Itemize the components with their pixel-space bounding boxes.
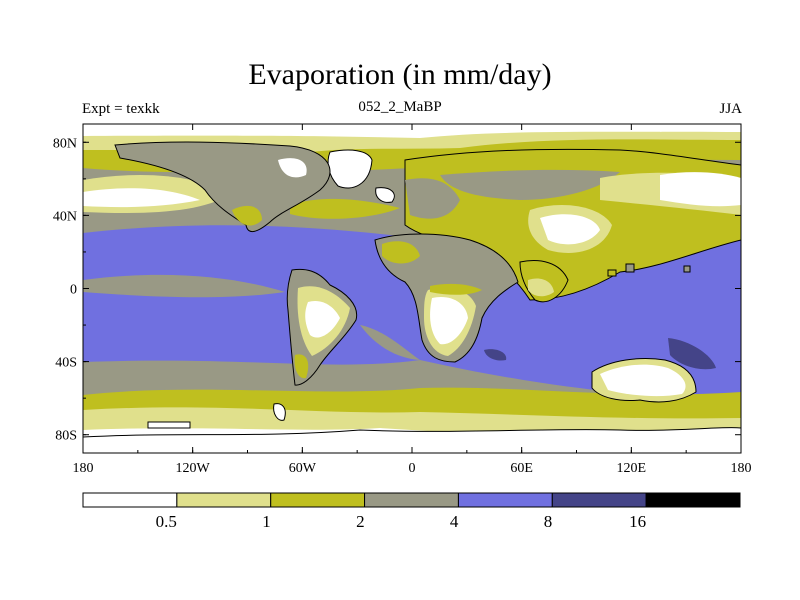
colorbar-label: 4 xyxy=(450,512,459,531)
high-evaporation-patch xyxy=(668,338,716,370)
x-tick-label: 180 xyxy=(73,461,94,476)
north-america xyxy=(114,141,331,233)
antarctica xyxy=(83,427,741,453)
map-field xyxy=(83,124,741,453)
y-tick-label: 0 xyxy=(70,283,77,298)
colorbar-label: 0.5 xyxy=(156,512,177,531)
x-tick-label: 60E xyxy=(510,461,533,476)
map-axes: 180 120W 60W 0 60E 120E 180 80N 40N 0 40S 80S xyxy=(53,124,752,476)
period-label: 052_2_MaBP xyxy=(358,99,442,115)
y-tick-label: 40S xyxy=(55,356,77,371)
chart-title: Evaporation (in mm/day) xyxy=(248,58,552,91)
y-tick-label: 80N xyxy=(53,136,77,151)
colorbar-label: 1 xyxy=(262,512,271,531)
colorbar-swatch xyxy=(270,492,366,508)
x-tick-label: 0 xyxy=(409,461,416,476)
colorbar-swatch xyxy=(457,492,553,508)
x-tick-label: 180 xyxy=(731,461,752,476)
y-tick-label: 80S xyxy=(55,429,77,444)
x-tick-label: 60W xyxy=(289,461,317,476)
colorbar: 0.5 1 2 4 8 16 xyxy=(82,492,741,531)
colorbar-label: 16 xyxy=(629,512,646,531)
colorbar-swatch xyxy=(551,492,647,508)
colorbar-swatch xyxy=(364,492,459,508)
experiment-label: Expt = texkk xyxy=(82,101,160,117)
x-tick-label: 120W xyxy=(176,461,211,476)
colorbar-swatch xyxy=(645,492,741,508)
season-label: JJA xyxy=(719,101,742,117)
colorbar-label: 2 xyxy=(356,512,365,531)
colorbar-label: 8 xyxy=(544,512,553,531)
colorbar-swatch xyxy=(82,492,178,508)
colorbar-swatch xyxy=(176,492,272,508)
x-tick-label: 120E xyxy=(617,461,647,476)
y-tick-label: 40N xyxy=(53,209,77,224)
